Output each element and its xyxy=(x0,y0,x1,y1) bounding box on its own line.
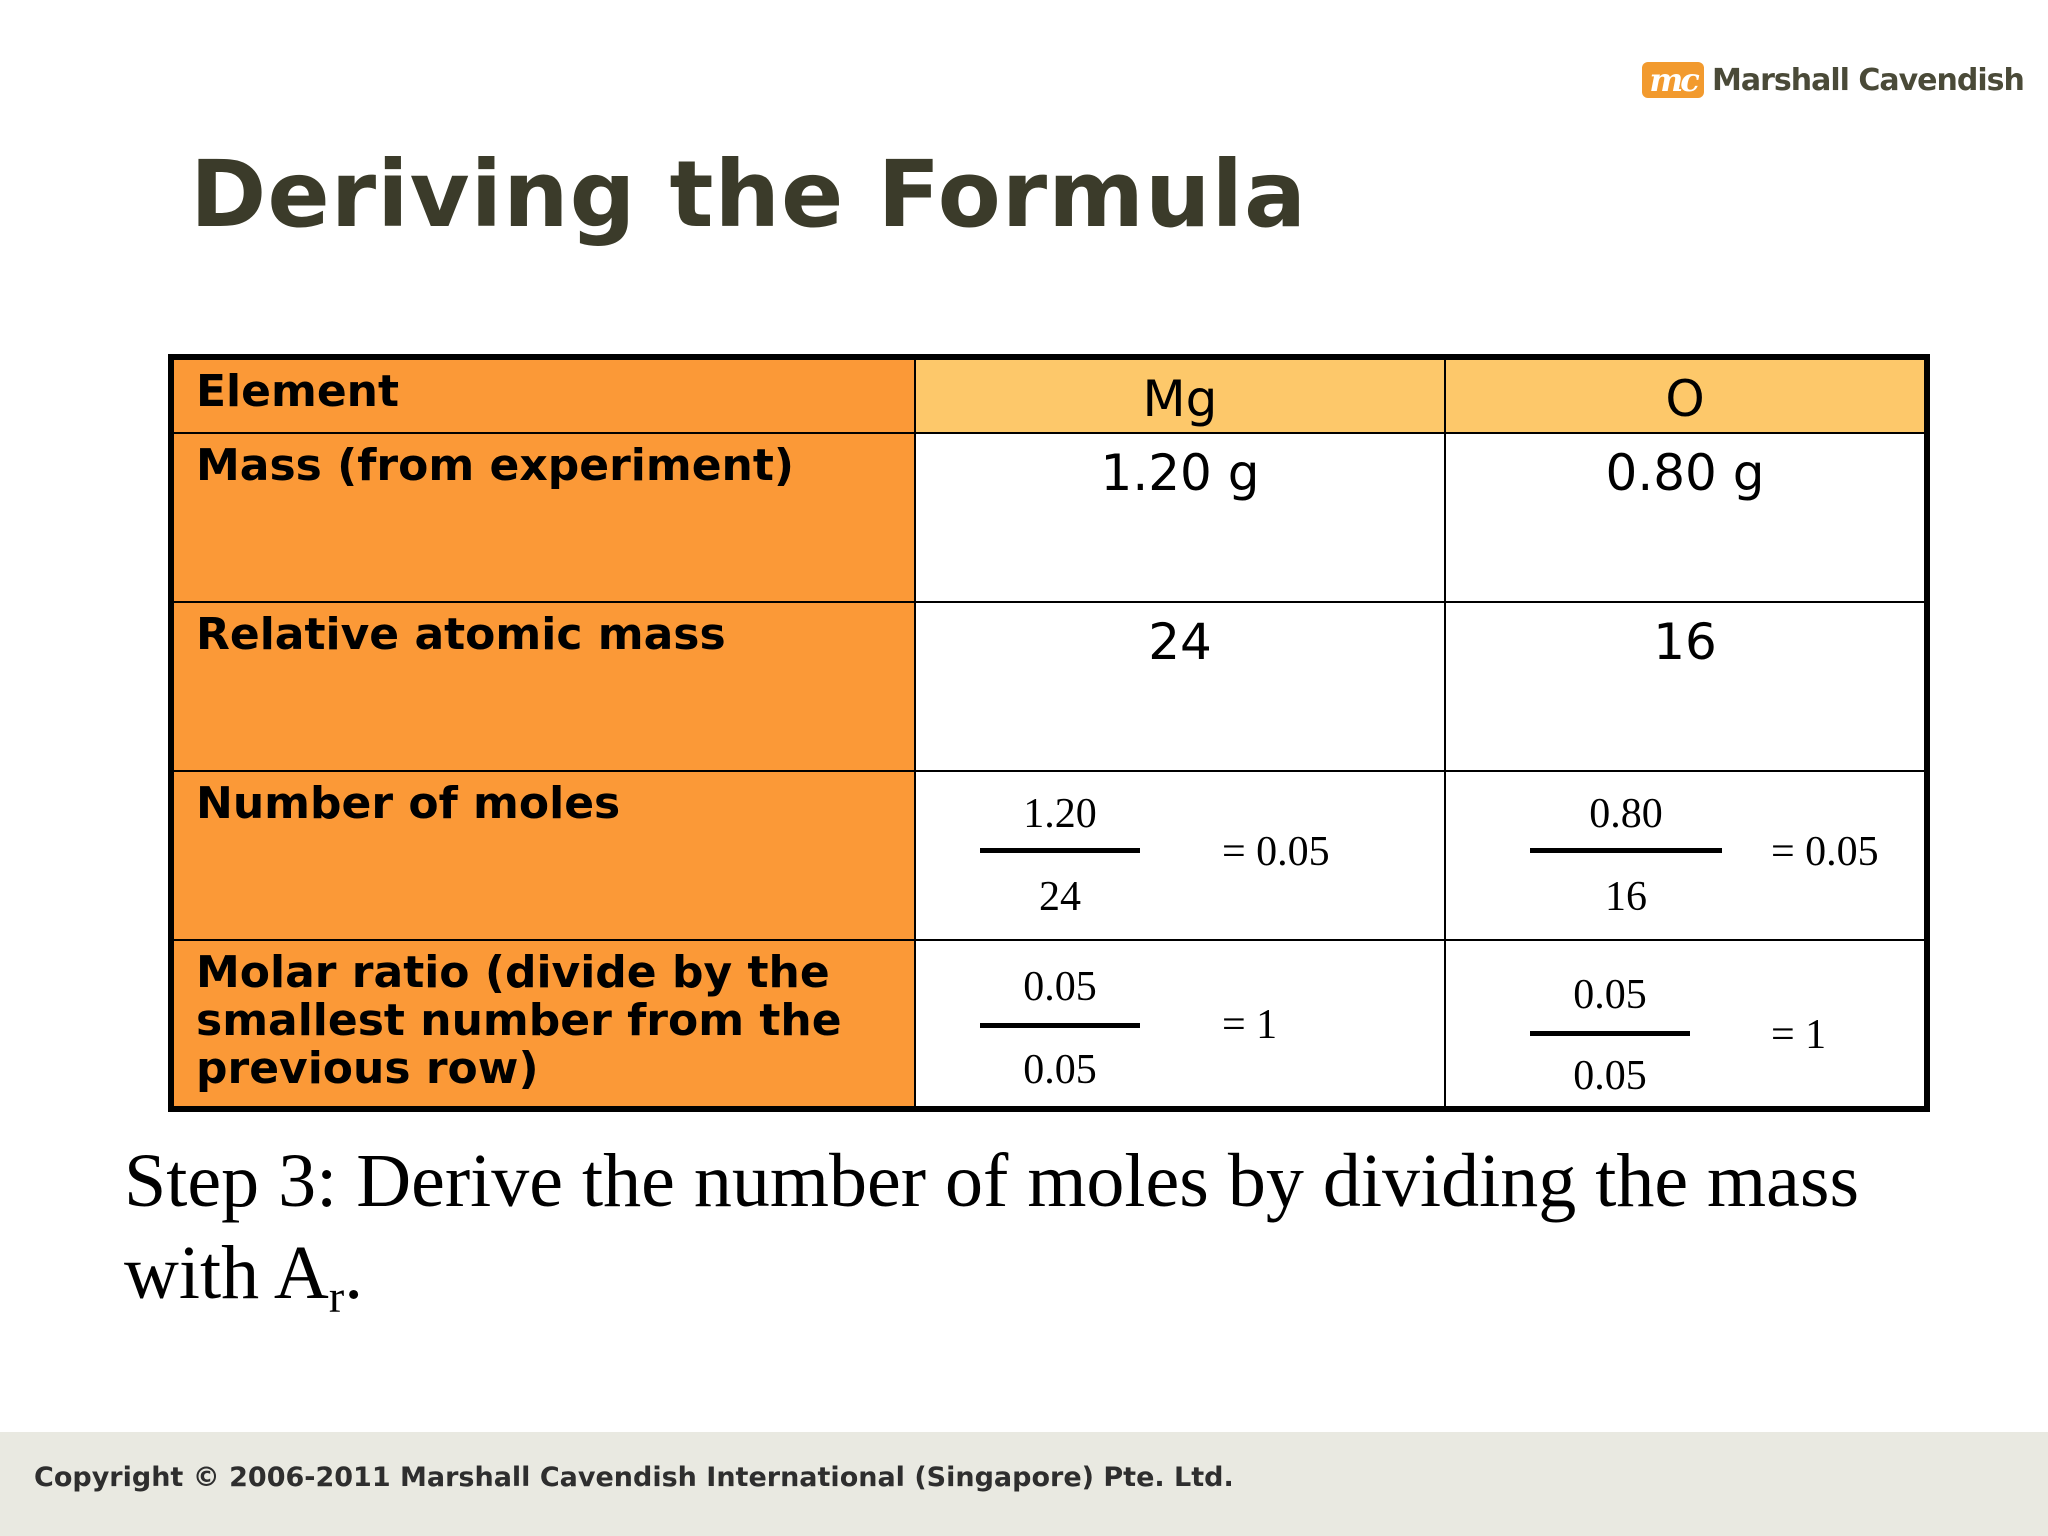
table-row-molar-ratio: Molar ratio (divide by the smallest numb… xyxy=(170,939,1928,1110)
fraction-bar xyxy=(980,1023,1140,1028)
copyright-notice: Copyright © 2006-2011 Marshall Cavendish… xyxy=(34,1462,1234,1493)
fraction-bar xyxy=(1530,848,1722,853)
header-o: O xyxy=(1444,356,1928,434)
mass-o: 0.80 g xyxy=(1444,432,1928,603)
formula-table: Element Mg O Mass (from experiment) 1.20… xyxy=(168,354,1930,1112)
ratio-mg-numerator: 0.05 xyxy=(1023,964,1097,1010)
moles-mg-fraction: 1.20 24 xyxy=(980,772,1140,921)
label-molar-ratio: Molar ratio (divide by the smallest numb… xyxy=(170,939,916,1110)
moles-o-numerator: 0.80 xyxy=(1589,791,1663,837)
label-mass: Mass (from experiment) xyxy=(170,432,916,603)
ratio-o-cell: 0.05 0.05 = 1 xyxy=(1444,939,1928,1110)
mass-mg: 1.20 g xyxy=(914,432,1446,603)
ratio-mg-result: = 1 xyxy=(1222,1002,1278,1048)
fraction-bar xyxy=(980,848,1140,853)
label-moles: Number of moles xyxy=(170,770,916,941)
label-element: Element xyxy=(170,356,916,434)
moles-mg-numerator: 1.20 xyxy=(1023,791,1097,837)
moles-o-fraction: 0.80 16 xyxy=(1530,772,1722,921)
ar-o: 16 xyxy=(1444,601,1928,772)
moles-o-denominator: 16 xyxy=(1605,874,1647,920)
footer-bar: Copyright © 2006-2011 Marshall Cavendish… xyxy=(0,1432,2048,1536)
fraction-bar xyxy=(1530,1031,1690,1036)
step-subscript: r xyxy=(328,1271,345,1322)
step-period: . xyxy=(344,1231,364,1315)
moles-mg-result: = 0.05 xyxy=(1222,829,1330,875)
slide-title: Deriving the Formula xyxy=(190,141,1308,248)
step-text: Step 3: Derive the number of moles by di… xyxy=(124,1139,1860,1315)
step-instruction: Step 3: Derive the number of moles by di… xyxy=(124,1135,2004,1343)
header-mg: Mg xyxy=(914,356,1446,434)
ratio-o-numerator: 0.05 xyxy=(1573,972,1647,1018)
moles-mg-denominator: 24 xyxy=(1039,874,1081,920)
table-row-moles: Number of moles 1.20 24 = 0.05 0.80 16 =… xyxy=(170,770,1928,941)
moles-mg-cell: 1.20 24 = 0.05 xyxy=(914,770,1446,941)
moles-o-result: = 0.05 xyxy=(1771,829,1879,875)
ratio-mg-cell: 0.05 0.05 = 1 xyxy=(914,939,1446,1110)
logo-badge: mc xyxy=(1642,62,1704,98)
label-relative-atomic-mass: Relative atomic mass xyxy=(170,601,916,772)
table-row-element: Element Mg O xyxy=(170,356,1928,434)
table-row-relative-atomic-mass: Relative atomic mass 24 16 xyxy=(170,601,1928,772)
ratio-o-denominator: 0.05 xyxy=(1573,1053,1647,1099)
table-row-mass: Mass (from experiment) 1.20 g 0.80 g xyxy=(170,432,1928,603)
ratio-o-fraction: 0.05 0.05 xyxy=(1530,941,1690,1100)
publisher-logo: mc Marshall Cavendish xyxy=(1642,62,2025,98)
ar-mg: 24 xyxy=(914,601,1446,772)
ratio-mg-fraction: 0.05 0.05 xyxy=(980,941,1140,1094)
moles-o-cell: 0.80 16 = 0.05 xyxy=(1444,770,1928,941)
ratio-o-result: = 1 xyxy=(1771,1012,1827,1058)
ratio-mg-denominator: 0.05 xyxy=(1023,1047,1097,1093)
logo-name: Marshall Cavendish xyxy=(1712,62,2025,98)
